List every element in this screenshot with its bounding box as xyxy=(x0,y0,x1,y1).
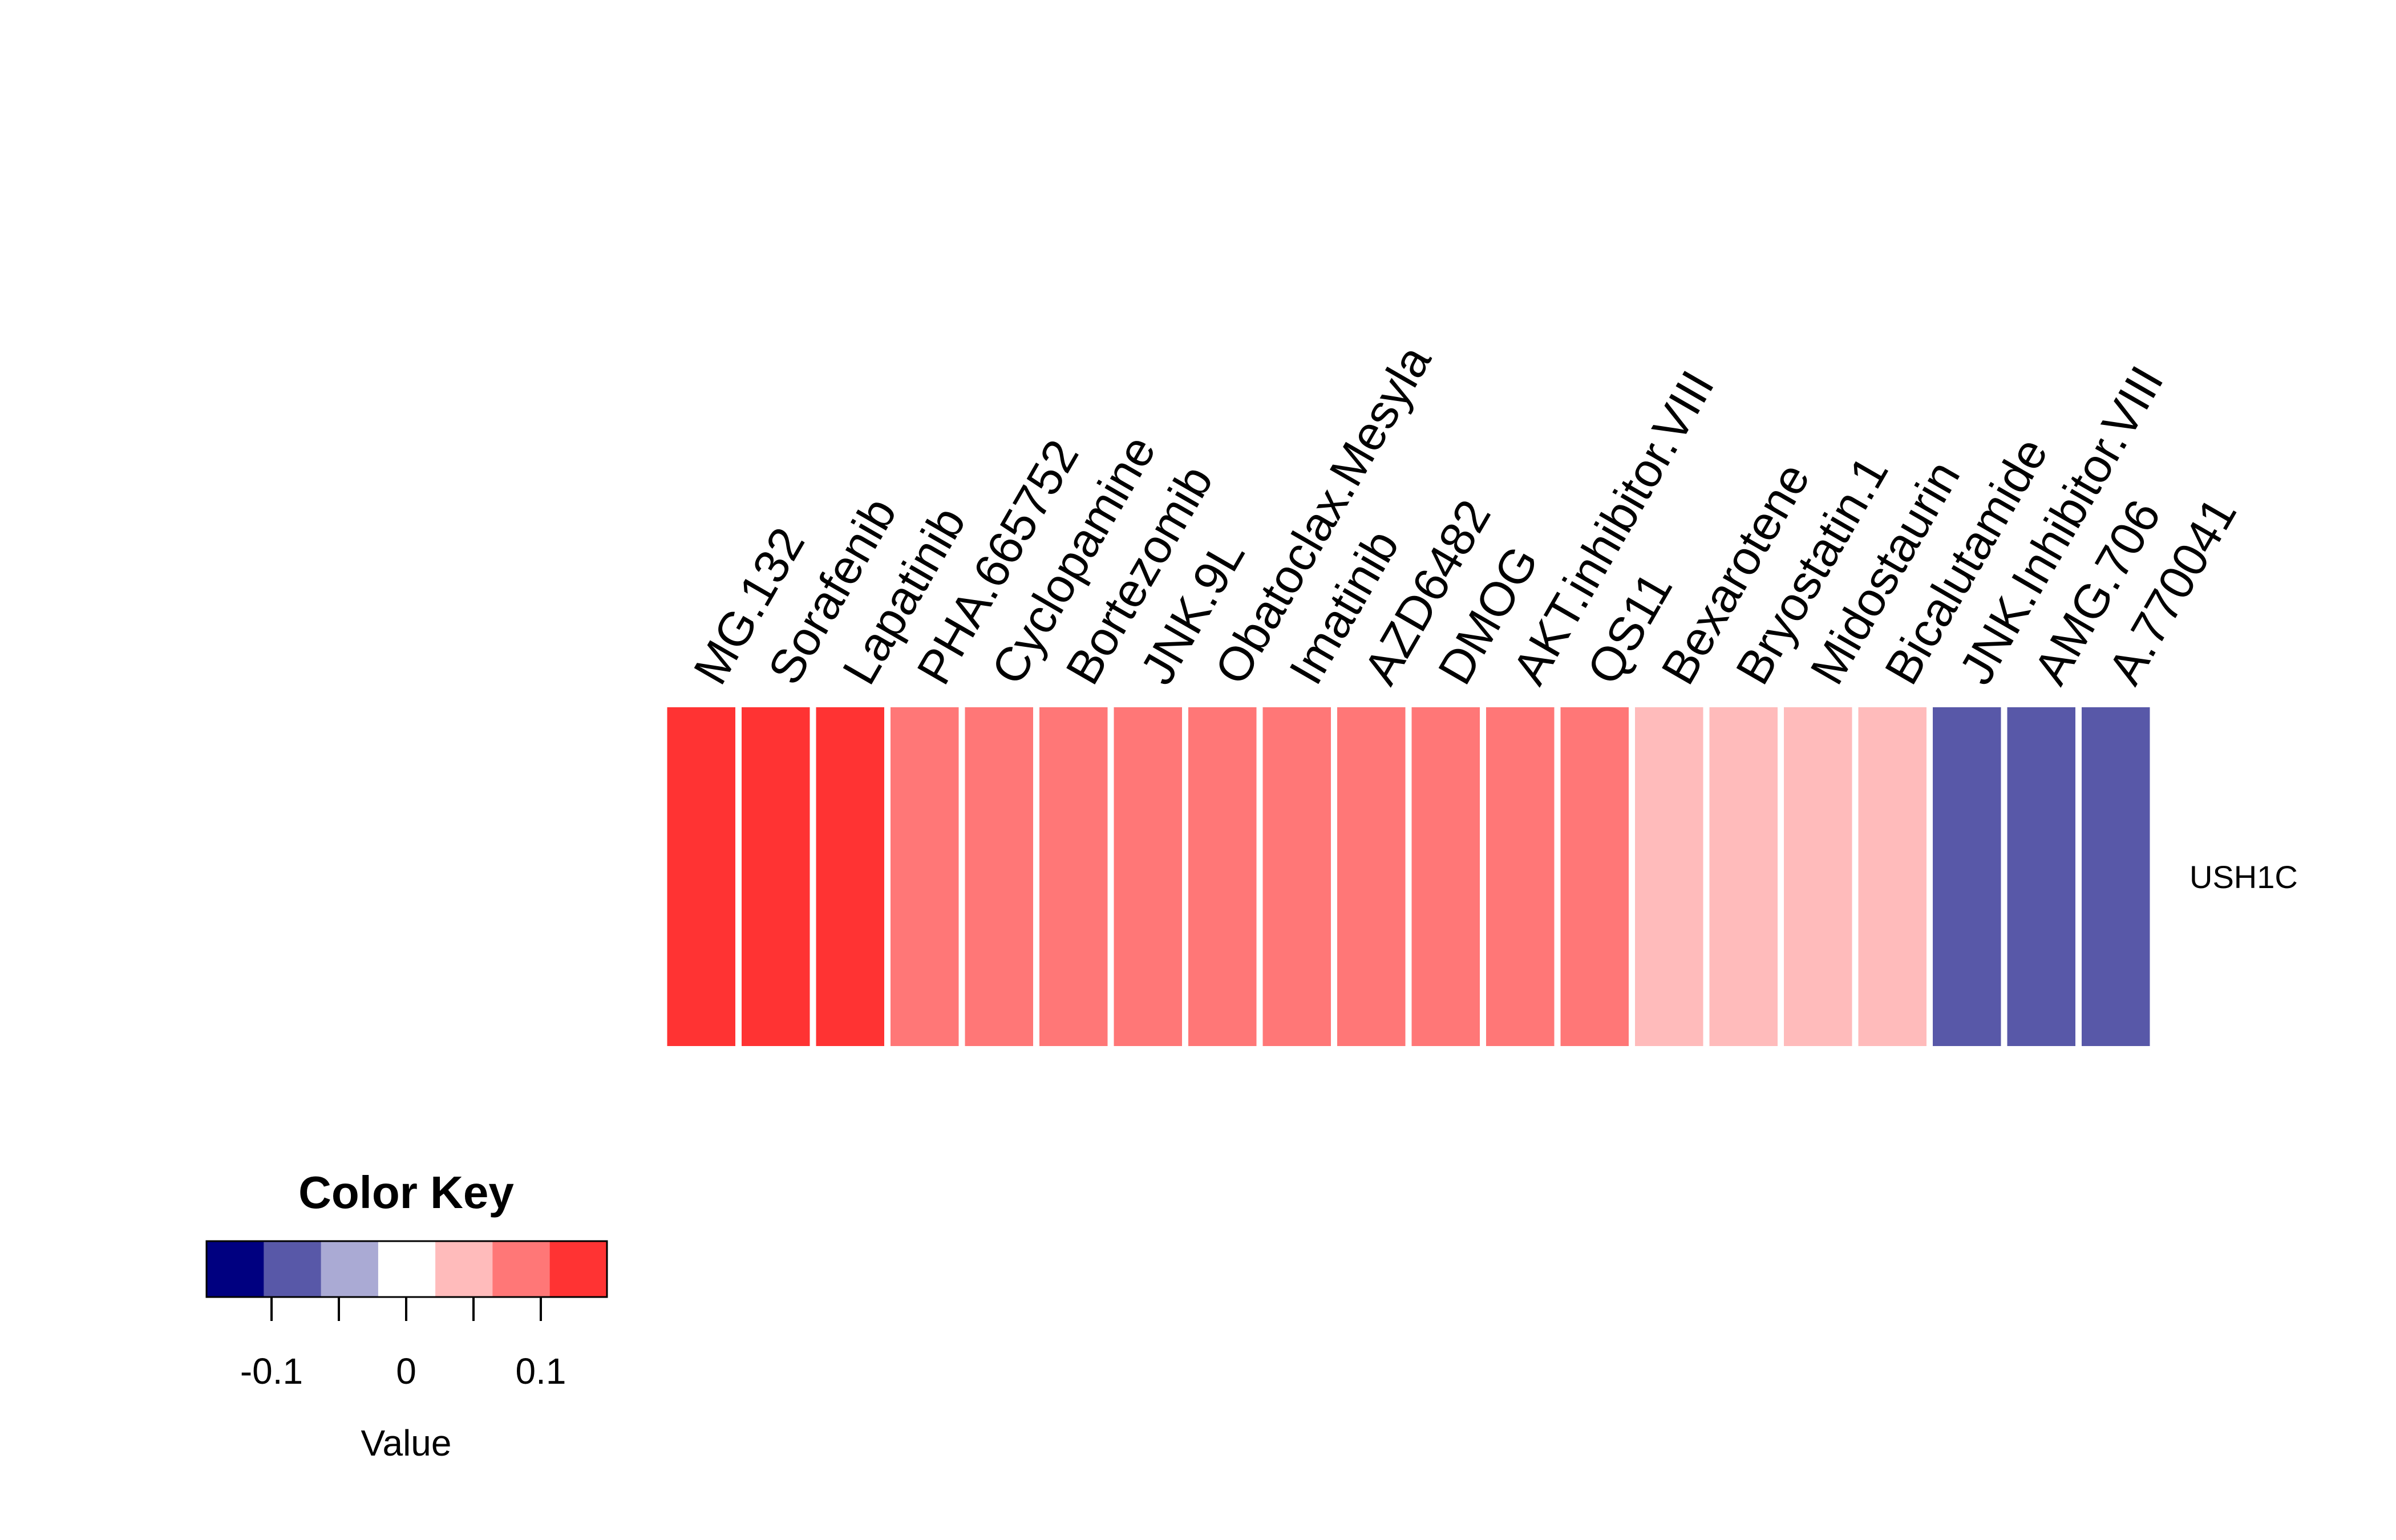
heatmap-cell xyxy=(667,707,735,1046)
row-labels: USH1C xyxy=(2189,859,2298,895)
color-key-ticks xyxy=(270,1297,542,1321)
heatmap-cell xyxy=(2007,707,2075,1046)
color-key-axis-label: Value xyxy=(361,1423,452,1464)
row-label: USH1C xyxy=(2189,859,2298,895)
color-key-bin xyxy=(435,1241,493,1297)
heatmap-body xyxy=(667,707,2150,1046)
heatmap-cell xyxy=(1635,707,1703,1046)
color-key-bin xyxy=(264,1241,322,1297)
heatmap-cell xyxy=(2082,707,2150,1046)
heatmap-cell xyxy=(1337,707,1406,1046)
heatmap-cell xyxy=(816,707,884,1046)
color-key-bin xyxy=(492,1241,551,1297)
color-key-bin xyxy=(549,1241,608,1297)
column-labels: MG.132SorafenibLapatinibPHA.665752Cyclop… xyxy=(683,337,2247,693)
heatmap-cell xyxy=(1784,707,1852,1046)
color-key-bin xyxy=(207,1241,264,1297)
color-key-bin xyxy=(378,1241,436,1297)
heatmap-cell xyxy=(1411,707,1480,1046)
color-key-tick-label: 0.1 xyxy=(516,1351,566,1392)
color-key-tick-labels: -0.1 0 0.1 xyxy=(240,1351,566,1392)
heatmap-cell xyxy=(742,707,810,1046)
color-key-bins xyxy=(207,1241,608,1297)
heatmap-cell xyxy=(1858,707,1926,1046)
heatmap-cell xyxy=(1933,707,2001,1046)
heatmap-cell xyxy=(1709,707,1778,1046)
color-key-title: Color Key xyxy=(298,1167,514,1218)
color-key: Color Key -0.1 0 0.1 Value xyxy=(205,1167,608,1464)
heatmap-cell xyxy=(891,707,959,1046)
heatmap-cell xyxy=(1039,707,1108,1046)
heatmap-cell xyxy=(1486,707,1555,1046)
color-key-tick-label: 0 xyxy=(396,1351,416,1392)
heatmap-cell xyxy=(1114,707,1182,1046)
heatmap-cell xyxy=(1262,707,1331,1046)
color-key-tick-label: -0.1 xyxy=(240,1351,303,1392)
heatmap-cell xyxy=(1560,707,1629,1046)
heatmap-cell xyxy=(1188,707,1257,1046)
color-key-bin xyxy=(321,1241,379,1297)
heatmap-cell xyxy=(965,707,1033,1046)
